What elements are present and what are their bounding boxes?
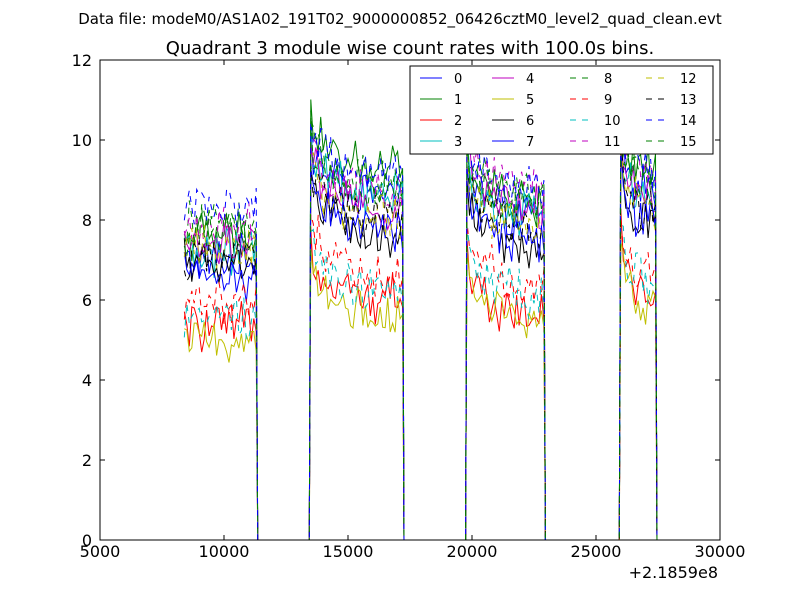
y-tick-label: 0	[82, 531, 92, 550]
series-line-14	[183, 91, 658, 540]
legend-label-5: 5	[526, 93, 534, 108]
x-tick-label: 25000	[571, 542, 622, 561]
legend-label-9: 9	[604, 93, 612, 108]
legend-label-13: 13	[680, 93, 697, 108]
series-line-7	[183, 143, 658, 540]
legend-frame	[409, 65, 714, 155]
x-offset-label: +2.1859e8	[629, 563, 718, 582]
x-tick-label: 10000	[199, 542, 250, 561]
legend-label-3: 3	[454, 135, 462, 150]
y-tick-label: 12	[72, 51, 92, 70]
series-line-10	[183, 222, 658, 540]
x-tick-label: 20000	[447, 542, 498, 561]
series-layer	[183, 85, 658, 540]
series-line-13	[183, 136, 658, 540]
series-line-5	[184, 241, 658, 540]
y-tick-label: 6	[82, 291, 92, 310]
legend-label-2: 2	[454, 114, 462, 129]
legend-label-10: 10	[604, 114, 621, 129]
legend-label-1: 1	[454, 93, 462, 108]
legend-label-14: 14	[680, 114, 697, 129]
y-tick-label: 10	[72, 131, 92, 150]
x-tick-label: 30000	[695, 542, 746, 561]
series-line-12	[183, 141, 658, 540]
legend-label-4: 4	[526, 72, 534, 87]
legend-label-7: 7	[526, 135, 534, 150]
chart-title: Quadrant 3 module wise count rates with …	[166, 38, 655, 59]
legend-label-15: 15	[680, 135, 697, 150]
figure-suptitle: Data file: modeM0/AS1A02_191T02_90000008…	[78, 10, 722, 29]
x-tick-label: 5000	[80, 542, 121, 561]
legend-label-11: 11	[604, 135, 621, 150]
series-line-8	[183, 98, 658, 540]
legend-label-6: 6	[526, 114, 534, 129]
legend-label-0: 0	[454, 72, 462, 87]
y-tick-label: 2	[82, 451, 92, 470]
series-line-4	[183, 130, 658, 540]
legend-label-8: 8	[604, 72, 612, 87]
legend-label-12: 12	[680, 72, 697, 87]
x-tick-label: 15000	[323, 542, 374, 561]
y-tick-label: 4	[82, 371, 92, 390]
series-line-9	[183, 214, 658, 540]
y-tick-label: 8	[82, 211, 92, 230]
series-line-15	[183, 98, 658, 540]
